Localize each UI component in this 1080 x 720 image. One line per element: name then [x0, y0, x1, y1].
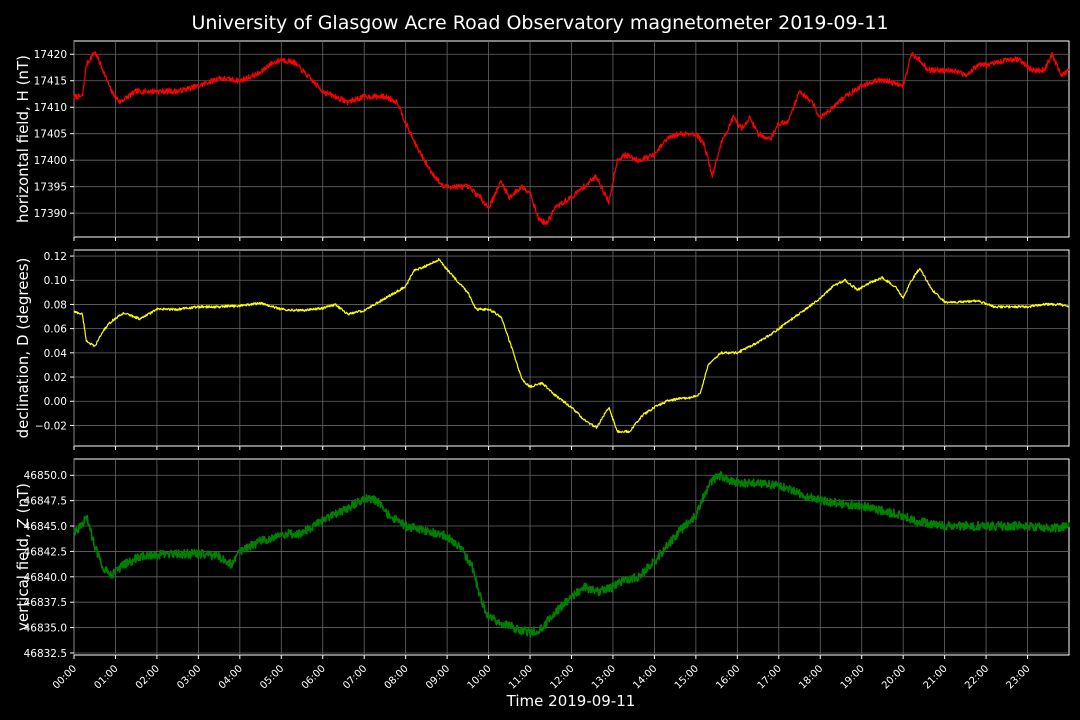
y-tick-label: 17395	[34, 182, 67, 194]
chart-title: University of Glasgow Acre Road Observat…	[191, 12, 888, 34]
x-tick-label: 18:00	[797, 663, 825, 691]
x-tick-label: 05:00	[258, 663, 286, 691]
panels-group: 17390 17395 17400 17405 17410 17415 17420horiz…	[14, 40, 1070, 692]
y-axis-label-z: vertical field, Z (nT)	[14, 483, 32, 631]
series-line-z	[73, 471, 1070, 638]
y-tick-label: 17390	[34, 208, 67, 220]
x-tick-label: 15:00	[673, 663, 701, 691]
y-tick-label: 17420	[34, 49, 67, 61]
y-tick-label: 17415	[34, 76, 67, 88]
x-tick-label: 08:00	[383, 663, 411, 691]
x-tick-label: 22:00	[963, 663, 991, 691]
y-tick-label: 17410	[34, 102, 67, 114]
y-tick-label: 46850.0	[24, 470, 67, 482]
y-tick-label: 17400	[34, 155, 67, 167]
x-tick-label: 20:00	[880, 663, 908, 691]
y-tick-label: 0.12	[44, 251, 67, 263]
x-tick-label: 19:00	[839, 663, 867, 691]
x-tick-label: 17:00	[756, 663, 784, 691]
panel-z: 46832.5 46835.0 46837.5 46840.0 46842.5 46845…	[14, 458, 1070, 692]
panel-d: −0.02 0.00 0.02 0.04 0.06 0.08 0.10 0.12 declina…	[14, 249, 1070, 450]
y-tick-label: 46835.0	[24, 623, 67, 635]
x-tick-label: 21:00	[922, 663, 950, 691]
x-axis-label: Time 2019-09-11	[506, 692, 636, 710]
y-tick-label: 46840.0	[24, 572, 67, 584]
x-tick-label: 00:00	[51, 663, 79, 691]
y-axis-label-d: declination, D (degrees)	[14, 258, 32, 439]
y-tick-label: 46832.5	[24, 648, 67, 660]
y-tick-label: −0.02	[35, 420, 67, 432]
x-tick-label: 03:00	[175, 663, 203, 691]
y-tick-label: 46847.5	[24, 496, 67, 508]
y-tick-label: 0.00	[44, 396, 67, 408]
y-tick-label: 0.10	[44, 275, 67, 287]
x-tick-label: 14:00	[631, 663, 659, 691]
x-tick-label: 10:00	[466, 663, 494, 691]
series-line-d	[73, 258, 1070, 434]
y-tick-label: 17405	[34, 129, 67, 141]
x-tick-label: 02:00	[134, 663, 162, 691]
x-tick-label: 16:00	[714, 663, 742, 691]
panel-h: 17390 17395 17400 17405 17410 17415 17420horiz…	[14, 40, 1070, 241]
x-tick-label: 04:00	[217, 663, 245, 691]
y-tick-label: 0.04	[44, 348, 68, 360]
x-tick-label: 23:00	[1005, 663, 1033, 691]
y-tick-label: 46845.0	[24, 521, 67, 533]
x-tick-label: 07:00	[341, 663, 369, 691]
x-tick-label: 12:00	[548, 663, 576, 691]
y-tick-label: 0.06	[44, 324, 68, 336]
y-axis-label-h: horizontal field, H (nT)	[14, 55, 32, 223]
x-tick-label: 11:00	[507, 663, 535, 691]
x-tick-label: 06:00	[300, 663, 328, 691]
series-line-h	[73, 51, 1070, 226]
y-tick-label: 0.02	[44, 372, 67, 384]
y-tick-label: 46842.5	[24, 546, 67, 558]
y-tick-label: 0.08	[44, 299, 67, 311]
x-tick-label: 01:00	[92, 663, 120, 691]
y-tick-label: 46837.5	[24, 597, 67, 609]
x-tick-label: 13:00	[590, 663, 618, 691]
x-tick-label: 09:00	[424, 663, 452, 691]
